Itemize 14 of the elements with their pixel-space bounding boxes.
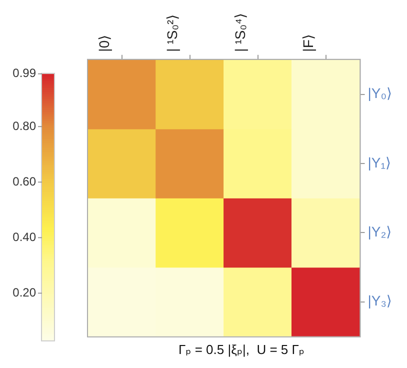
color-bar-label: 0.80	[12, 118, 36, 133]
x-axis-title: Γₚ = 0.5 |ξₚ|, U = 5 Γₚ	[178, 342, 304, 357]
y-tick-label: |Y₃⟩	[368, 292, 392, 309]
color-bar-label: 0.40	[12, 230, 36, 244]
x-tick-label: | ¹S₀⁴⟩	[232, 12, 248, 52]
x-tick-label: |0⟩	[96, 34, 112, 52]
color-bar-label: 0.60	[12, 174, 36, 188]
y-tick-label: |Y₀⟩	[368, 85, 392, 102]
x-tick-label: |F⟩	[300, 34, 316, 52]
color-bar-label: 0.99	[12, 66, 36, 80]
y-tick-label: |Y₂⟩	[368, 224, 392, 240]
color-bar-label: 0.20	[12, 286, 36, 300]
y-tick-label: |Y₁⟩	[368, 154, 391, 170]
x-tick-label: | ¹S₀²⟩	[164, 14, 180, 52]
